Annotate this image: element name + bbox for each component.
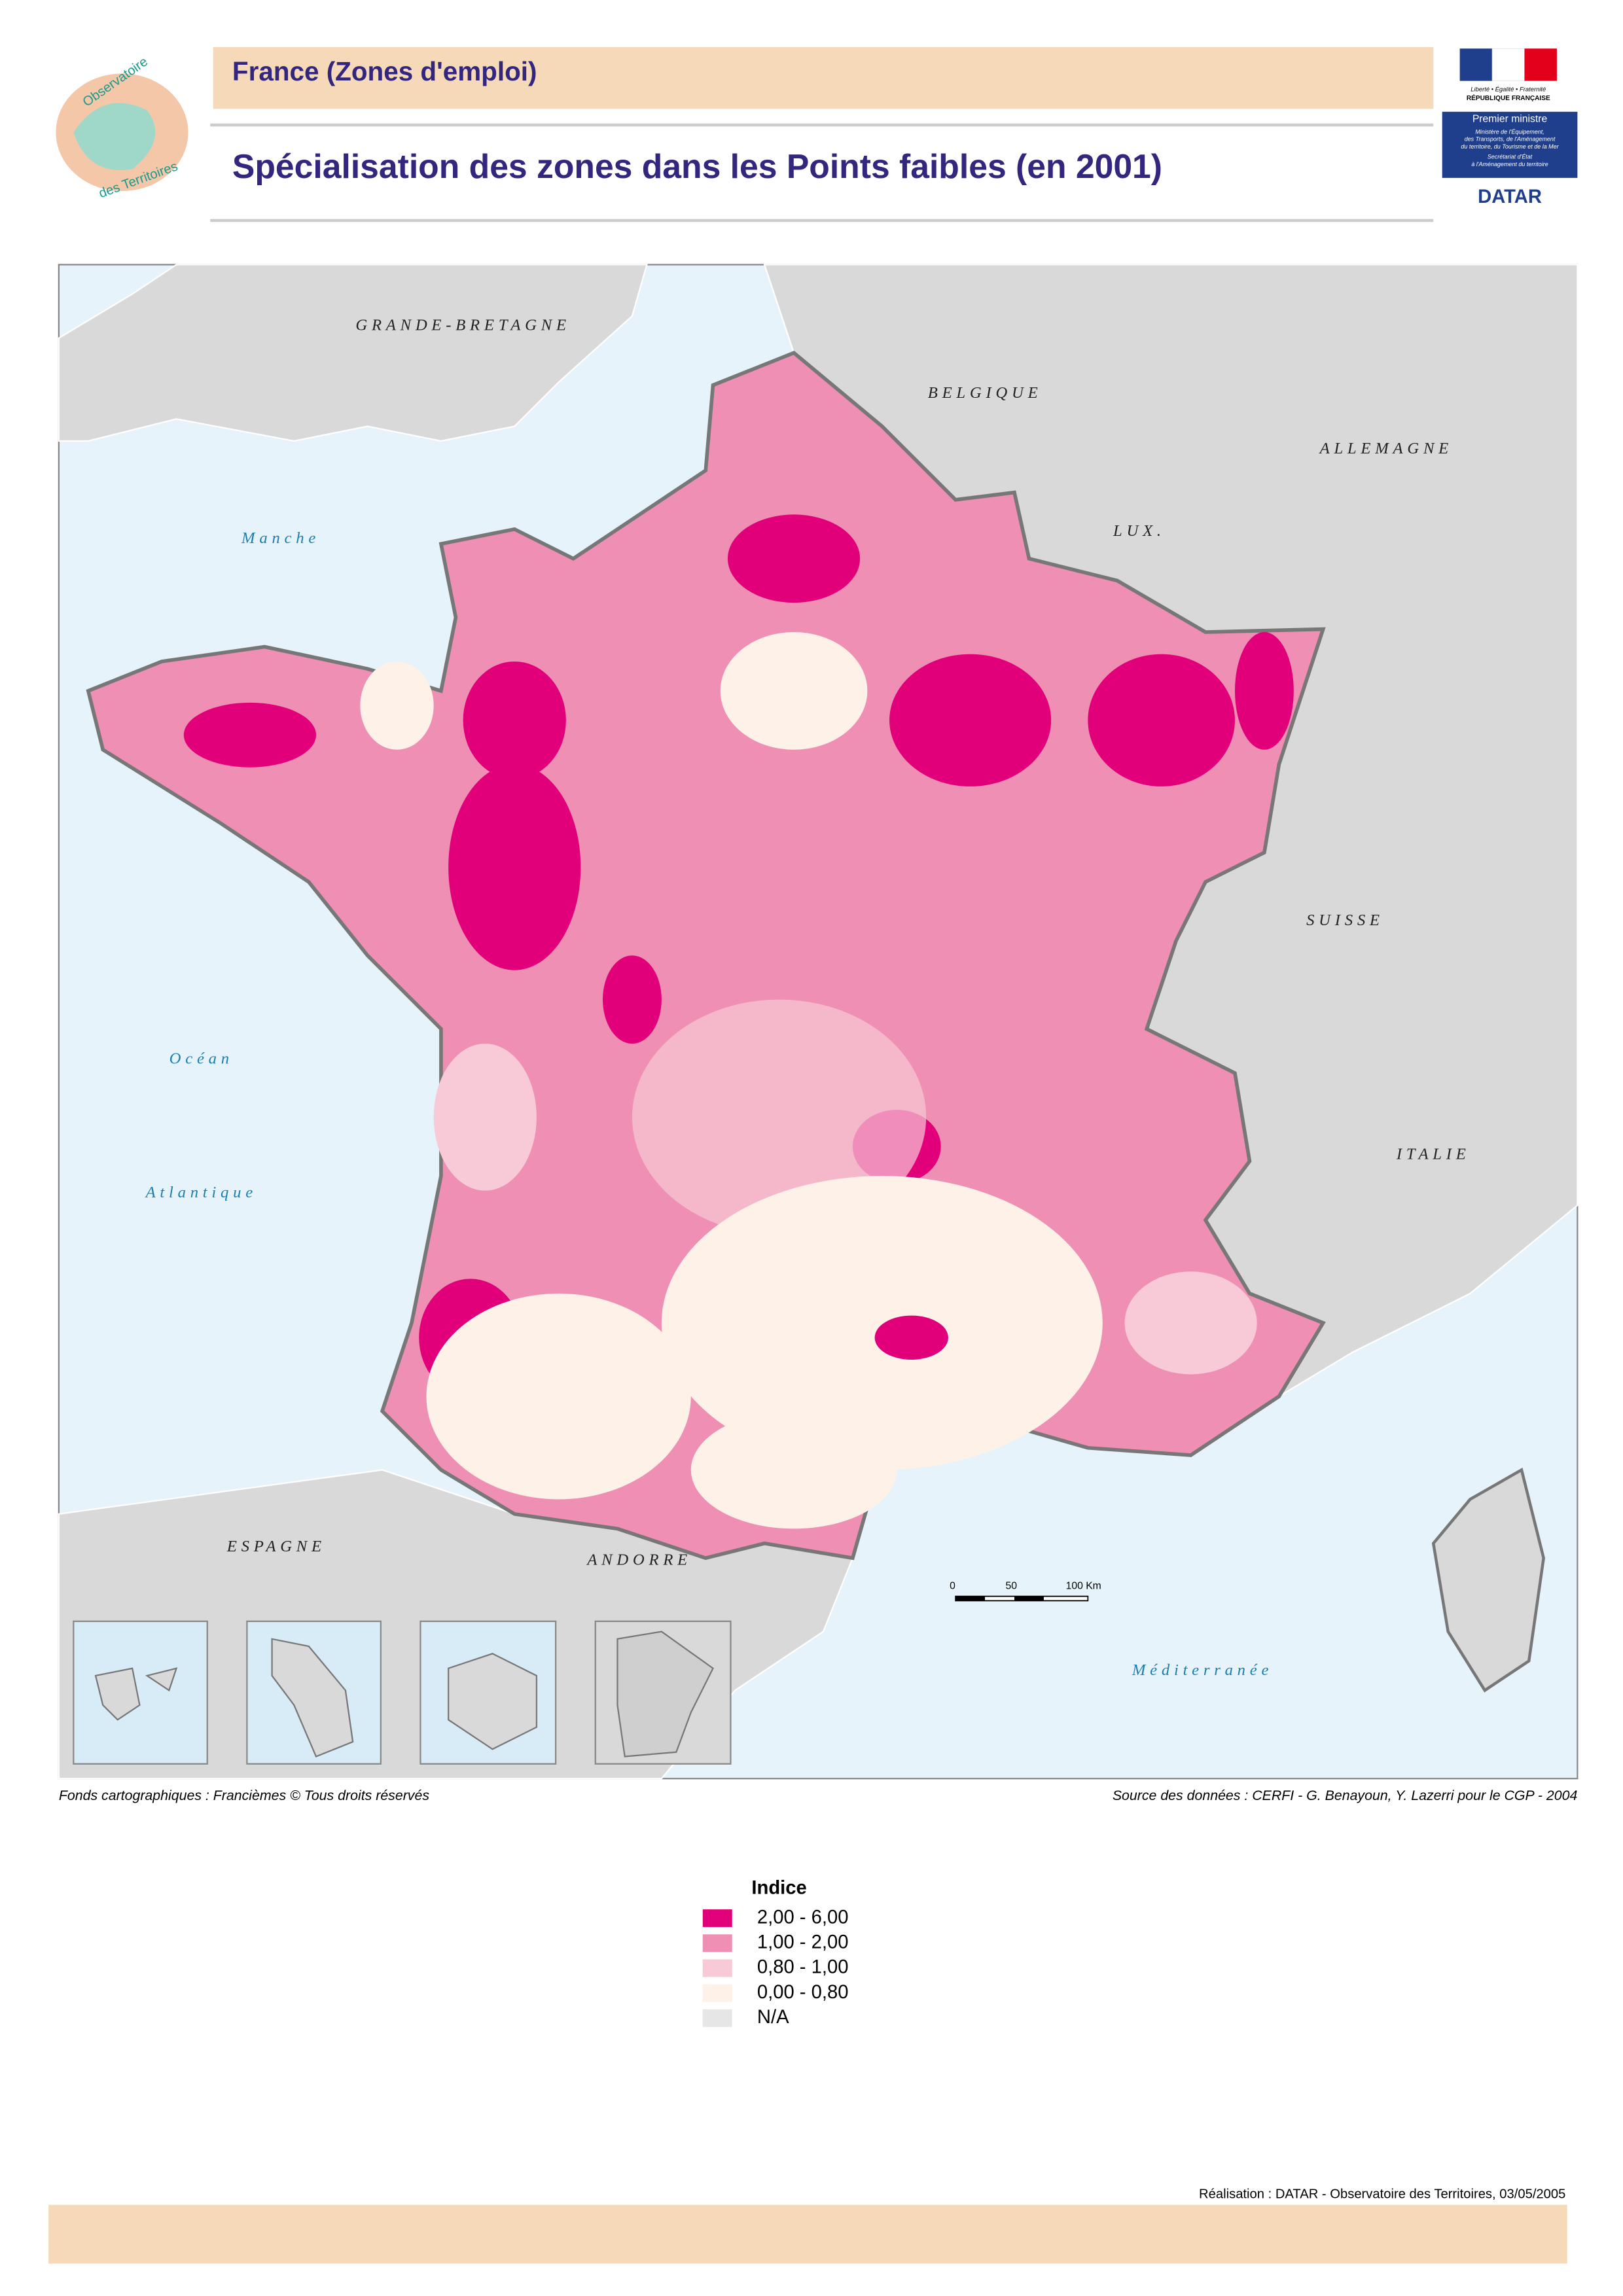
map: 0 50 100 Km GRANDE-BRETAGNE BELGIQUE ALLEM…	[58, 264, 1578, 1780]
sea-label: Océan	[169, 1050, 234, 1067]
sea-label: Atlantique	[145, 1184, 257, 1201]
zones	[183, 514, 1294, 1529]
country-label: ITALIE	[1396, 1145, 1471, 1163]
legend: 2,00 - 6,00 1,00 - 2,00 0,80 - 1,00 0,00 - …	[702, 1907, 849, 2028]
scale-label: 50	[1006, 1580, 1018, 1591]
scale-label: 0	[950, 1580, 955, 1591]
corsica	[1431, 1468, 1545, 1693]
legend-swatch	[702, 2009, 732, 2027]
country-label: GRANDE-BRETAGNE	[355, 316, 570, 334]
logo-text: Ministère de l'Équipement,	[1475, 129, 1544, 135]
logo-text: Liberté • Égalité • Fraternité	[1471, 85, 1546, 92]
map-labels: GRANDE-BRETAGNE BELGIQUE ALLEMAGNE LUX. SUIS…	[145, 316, 1471, 1679]
logo-text: RÉPUBLIQUE FRANÇAISE	[1467, 94, 1550, 102]
country-label: SUISSE	[1306, 911, 1384, 929]
logo-left: Observatoire des Territoires	[56, 54, 188, 201]
legend-swatch	[702, 1909, 732, 1928]
country-label: ANDORRE	[586, 1551, 692, 1568]
legend-label: 0,80 - 1,00	[757, 1957, 849, 1978]
legend-label: 1,00 - 2,00	[757, 1932, 849, 1953]
header-title: France (Zones d'emploi)	[232, 56, 537, 86]
country-label: ALLEMAGNE	[1319, 440, 1453, 457]
logo-right: Liberté • Égalité • Fraternité RÉPUBLIQU…	[1442, 48, 1578, 207]
legend-title: Indice	[751, 1877, 806, 1898]
logo-text: Secrétariat d'État	[1488, 154, 1533, 160]
logo-text: DATAR	[1478, 186, 1542, 207]
sea-label: Méditerranée	[1132, 1661, 1273, 1679]
header-subtitle: Spécialisation des zones dans les Points…	[232, 147, 1162, 185]
credit: Fonds cartographiques : Francièmes © Tou…	[59, 1788, 429, 1803]
legend-label: 2,00 - 6,00	[757, 1907, 849, 1928]
legend-swatch	[702, 1984, 732, 2002]
sea-label: Manche	[241, 529, 320, 547]
legend-label: 0,00 - 0,80	[757, 1982, 849, 2003]
scale-label: 100 Km	[1066, 1580, 1101, 1591]
header-band	[213, 46, 1434, 109]
legend-label: N/A	[757, 2007, 789, 2028]
footer-band	[48, 2204, 1567, 2264]
land-uk	[58, 264, 648, 442]
scale-bar: 0 50 100 Km	[950, 1580, 1101, 1602]
credit: Source des données : CERFI - G. Benayoun…	[1113, 1788, 1578, 1803]
legend-swatch	[702, 1934, 732, 1952]
country-label: ESPAGNE	[226, 1538, 326, 1555]
footer-credit: Réalisation : DATAR - Observatoire des T…	[1199, 2187, 1565, 2201]
logo-text: des Transports, de l'Aménagement	[1465, 136, 1556, 143]
country-label: BELGIQUE	[928, 384, 1043, 402]
logo-text: Premier ministre	[1472, 114, 1548, 125]
logo-text: du territoire, du Tourisme et de la Mer	[1461, 143, 1559, 150]
logo-text: à l'Aménagement du territoire	[1471, 161, 1548, 168]
country-label: LUX.	[1113, 522, 1166, 540]
insets	[73, 1620, 732, 1765]
legend-swatch	[702, 1959, 732, 1977]
